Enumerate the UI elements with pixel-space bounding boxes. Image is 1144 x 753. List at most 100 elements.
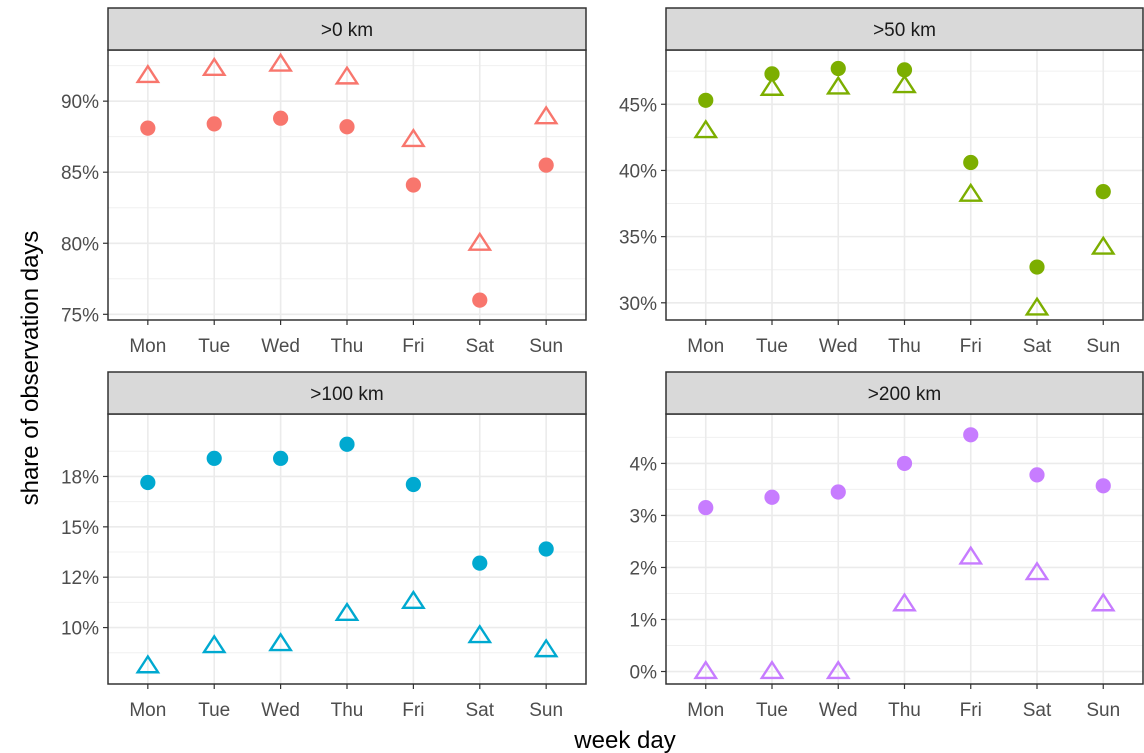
- x-tick-label: Thu: [888, 700, 921, 721]
- data-point-circle: [1095, 478, 1111, 494]
- y-tick-label: 18%: [61, 467, 99, 488]
- data-point-circle: [1029, 259, 1045, 275]
- y-tick-label: 0%: [630, 663, 658, 684]
- data-point-triangle: [135, 64, 161, 84]
- data-point-circle: [896, 455, 913, 472]
- x-tick-label: Fri: [960, 336, 982, 357]
- data-point-triangle: [467, 231, 493, 251]
- data-point-circle: [830, 60, 846, 77]
- x-axis-title: week day: [573, 727, 675, 753]
- x-tick-label: Wed: [819, 336, 858, 357]
- data-point-triangle: [334, 65, 360, 85]
- data-point-circle: [1095, 184, 1111, 200]
- facet-panel-1: 30% 35% 40% 45% Mon Tue Wed Thu Fri Sat Sun >50 km: [619, 7, 1144, 357]
- data-point-triangle: [201, 56, 227, 77]
- x-tick-label: Sun: [1086, 336, 1120, 357]
- data-point-circle: [206, 116, 222, 132]
- facet-strip-label: >0 km: [321, 20, 373, 41]
- facet-strip: [665, 371, 1144, 415]
- y-tick-label: 40%: [619, 161, 657, 182]
- y-tick-label: 10%: [61, 619, 99, 640]
- data-point-triangle: [268, 52, 294, 72]
- y-tick-label: 2%: [630, 558, 658, 579]
- data-point-circle: [963, 154, 979, 171]
- data-point-triangle: [759, 76, 785, 96]
- data-point-circle: [538, 541, 554, 557]
- data-point-triangle: [201, 634, 227, 654]
- x-tick-label: Thu: [331, 700, 364, 721]
- data-point-triangle: [825, 75, 851, 95]
- x-tick-label: Fri: [402, 336, 424, 357]
- x-tick-label: Sat: [466, 700, 495, 721]
- data-point-circle: [538, 157, 554, 173]
- data-point-circle: [963, 427, 979, 443]
- data-point-circle: [698, 500, 714, 516]
- data-point-circle: [140, 120, 156, 136]
- y-tick-label: 35%: [619, 228, 657, 249]
- x-tick-label: Wed: [261, 700, 300, 721]
- facet-strip: [107, 7, 587, 51]
- data-point-triangle: [759, 659, 785, 680]
- data-point-circle: [896, 62, 913, 78]
- y-tick-label: 80%: [61, 234, 99, 255]
- x-tick-label: Tue: [198, 700, 230, 721]
- data-point-circle: [764, 66, 780, 82]
- x-tick-label: Sun: [529, 336, 563, 357]
- y-tick-label: 12%: [61, 568, 99, 589]
- data-point-circle: [339, 119, 355, 135]
- data-point-circle: [830, 484, 846, 500]
- y-tick-label: 1%: [630, 610, 658, 631]
- y-tick-label: 90%: [61, 92, 99, 113]
- y-axis-title: share of observation days: [17, 231, 44, 506]
- data-point-triangle: [892, 74, 917, 94]
- x-tick-label: Mon: [687, 336, 724, 357]
- data-point-triangle: [693, 119, 719, 139]
- data-point-triangle: [135, 654, 161, 674]
- y-tick-label: 30%: [619, 294, 657, 315]
- data-point-circle: [140, 474, 156, 491]
- data-point-circle: [405, 476, 421, 493]
- data-point-circle: [273, 450, 289, 466]
- data-point-triangle: [268, 632, 294, 652]
- data-point-triangle: [958, 545, 984, 565]
- facet-strip: [665, 7, 1144, 51]
- x-tick-label: Wed: [261, 336, 300, 357]
- y-tick-label: 4%: [630, 454, 658, 475]
- y-tick-label: 85%: [61, 163, 99, 184]
- x-tick-label: Tue: [756, 336, 788, 357]
- x-tick-label: Wed: [819, 700, 858, 721]
- x-tick-label: Fri: [402, 700, 424, 721]
- x-tick-label: Mon: [129, 336, 166, 357]
- y-tick-label: 45%: [619, 95, 657, 116]
- x-tick-label: Sun: [529, 700, 563, 721]
- data-point-triangle: [467, 624, 493, 644]
- data-point-triangle: [400, 589, 426, 609]
- data-point-circle: [273, 110, 289, 126]
- data-point-circle: [472, 555, 488, 571]
- data-point-triangle: [1090, 235, 1116, 255]
- facet-panel-2: 10% 12% 15% 18% Mon Tue Wed Thu Fri Sat Sun >100 km: [61, 371, 587, 721]
- y-tick-label: 15%: [61, 518, 99, 539]
- x-tick-label: Mon: [129, 700, 166, 721]
- data-point-triangle: [958, 182, 984, 202]
- data-point-triangle: [892, 592, 917, 612]
- x-tick-label: Sat: [466, 336, 495, 357]
- facet-panel-3: 0% 1% 2% 3% 4% Mon Tue Wed Thu Fri Sat Sun >200 km: [630, 371, 1144, 721]
- data-point-triangle: [1024, 296, 1050, 316]
- x-tick-label: Fri: [960, 700, 982, 721]
- facet-strip-label: >50 km: [873, 20, 936, 41]
- data-point-triangle: [533, 105, 559, 125]
- y-tick-label: 75%: [61, 305, 99, 326]
- x-tick-label: Tue: [756, 700, 788, 721]
- x-tick-label: Sat: [1023, 700, 1052, 721]
- data-point-triangle: [533, 638, 559, 658]
- data-point-circle: [339, 436, 355, 452]
- facet-panel-0: 75% 80% 85% 90% Mon Tue Wed Thu Fri Sat Sun >0 km: [61, 7, 587, 357]
- data-point-triangle: [1024, 561, 1050, 581]
- facet-strip-label: >100 km: [310, 384, 383, 405]
- data-point-triangle: [693, 659, 719, 680]
- data-point-circle: [1029, 467, 1045, 483]
- data-point-triangle: [825, 659, 851, 680]
- data-point-triangle: [400, 127, 426, 148]
